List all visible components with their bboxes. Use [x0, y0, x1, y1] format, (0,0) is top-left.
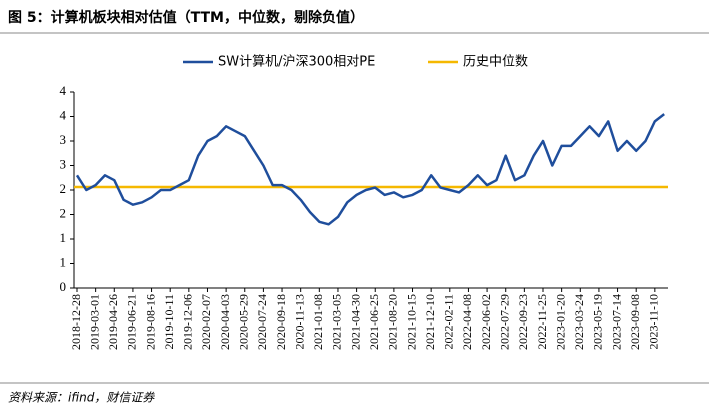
y-tick-label: 0 — [60, 279, 67, 294]
x-tick-label: 2020-11-13 — [292, 294, 306, 350]
x-tick-label: 2021-10-15 — [404, 294, 418, 350]
x-tick-label: 2023-07-14 — [609, 294, 623, 350]
x-tick-label: 2020-05-29 — [237, 294, 251, 350]
x-tick-label: 2019-10-11 — [162, 294, 176, 350]
y-tick-label: 4 — [60, 83, 67, 98]
x-tick-label: 2020-04-03 — [218, 294, 232, 350]
x-tick-label: 2021-08-20 — [386, 294, 400, 350]
x-tick-label: 2022-04-08 — [460, 294, 474, 350]
x-tick-label: 2020-07-24 — [255, 294, 269, 350]
x-tick-label: 2018-12-28 — [69, 294, 83, 350]
x-tick-label: 2022-06-02 — [479, 294, 493, 350]
legend-label: SW计算机/沪深300相对PE — [218, 54, 375, 70]
y-tick-label: 1 — [60, 230, 67, 245]
y-tick-label: 3 — [60, 156, 67, 171]
x-tick-label: 2023-09-08 — [628, 294, 642, 350]
x-tick-label: 2021-12-10 — [423, 294, 437, 350]
chart-title: 图 5：计算机板块相对估值（TTM，中位数，剔除负值） — [8, 9, 364, 26]
x-tick-label: 2019-08-16 — [143, 294, 157, 350]
x-tick-label: 2019-12-06 — [181, 294, 195, 350]
x-tick-label: 2022-07-29 — [497, 294, 511, 350]
x-tick-label: 2022-02-11 — [442, 294, 456, 350]
y-tick-label: 4 — [60, 107, 67, 122]
series-line — [75, 113, 665, 226]
x-tick-label: 2023-11-10 — [647, 294, 661, 350]
x-tick-label: 2021-01-08 — [311, 294, 325, 350]
x-tick-label: 2021-06-25 — [367, 294, 381, 350]
x-tick-label: 2023-01-20 — [553, 294, 567, 350]
source: 资料来源：ifind，财信证券 — [8, 391, 155, 405]
x-tick-label: 2022-09-23 — [516, 294, 530, 350]
x-tick-label: 2020-09-18 — [274, 294, 288, 350]
y-tick-label: 2 — [60, 181, 67, 196]
y-tick-label: 2 — [60, 205, 67, 220]
x-tick-label: 2019-04-26 — [106, 294, 120, 350]
x-tick-label: 2021-03-05 — [330, 294, 344, 350]
y-tick-label: 3 — [60, 132, 67, 147]
x-tick-label: 2021-04-30 — [348, 294, 362, 350]
x-tick-label: 2023-05-19 — [591, 294, 605, 350]
x-tick-label: 2020-02-07 — [199, 294, 213, 350]
y-tick-label: 1 — [60, 254, 67, 269]
x-tick-label: 2019-03-01 — [87, 294, 101, 350]
x-tick-label: 2019-06-21 — [125, 294, 139, 350]
legend-label: 历史中位数 — [463, 55, 528, 70]
x-tick-label: 2023-03-24 — [572, 294, 586, 350]
x-tick-label: 2022-11-25 — [535, 294, 549, 350]
